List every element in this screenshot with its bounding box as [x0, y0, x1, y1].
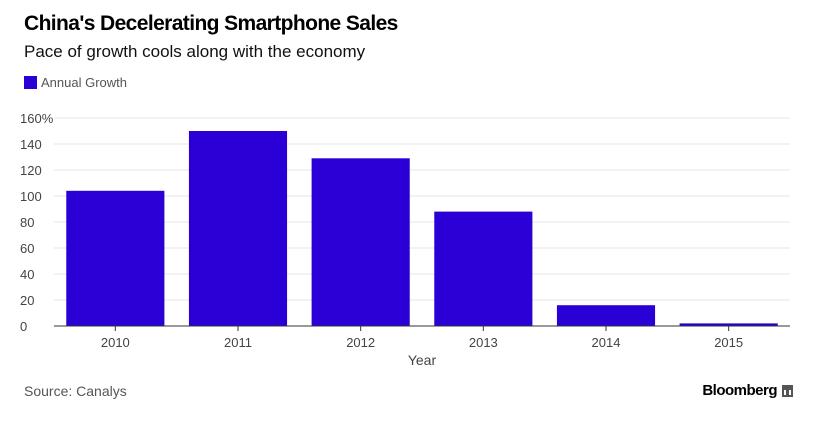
x-tick-label: 2011: [224, 335, 252, 350]
bar-2011: [188, 131, 288, 326]
legend-label: Annual Growth: [41, 75, 127, 90]
y-tick-label: 120: [20, 163, 42, 178]
y-tick-label: 40: [20, 267, 34, 282]
x-tick-label: 2012: [346, 335, 375, 350]
bloomberg-chart-icon: [782, 384, 793, 397]
legend: Annual Growth: [24, 75, 127, 90]
brand-name: Bloomberg: [702, 382, 777, 399]
y-tick-label: 140: [20, 137, 42, 152]
x-tick-label: 2013: [469, 335, 498, 350]
source-note: Source: Canalys: [24, 383, 127, 399]
y-tick-label: 100: [20, 189, 42, 204]
x-axis-title: Year: [408, 352, 437, 368]
y-tick-label: 160%: [20, 111, 54, 126]
y-tick-label: 20: [20, 293, 34, 308]
x-tick-label: 2010: [101, 335, 130, 350]
bar-2010: [66, 190, 165, 326]
y-tick-label: 80: [20, 215, 34, 230]
chart-subtitle: Pace of growth cools along with the econ…: [24, 42, 366, 61]
y-tick-label: 60: [20, 241, 34, 256]
brand-logo: Bloomberg: [702, 382, 793, 399]
bar-2015: [679, 323, 778, 326]
legend-swatch: [24, 76, 37, 89]
bar-2014: [556, 305, 656, 326]
bar-2013: [434, 211, 533, 326]
x-tick-label: 2014: [592, 335, 621, 350]
y-tick-label: 0: [20, 319, 27, 334]
x-tick-label: 2015: [714, 335, 743, 350]
chart-title: China's Decelerating Smartphone Sales: [24, 12, 398, 35]
bar-2012: [311, 158, 410, 326]
